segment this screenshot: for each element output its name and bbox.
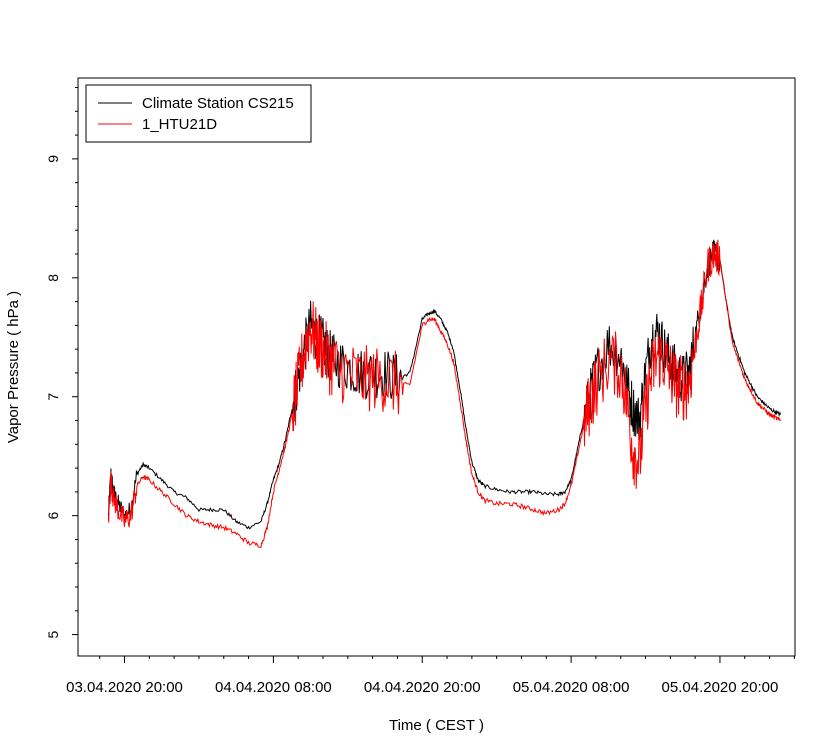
legend: Climate Station CS215 1_HTU21D (85, 84, 312, 143)
legend-box (85, 84, 312, 143)
x-tick-label: 05.04.2020 08:00 (513, 679, 630, 696)
legend-label: 1_HTU21D (142, 116, 217, 133)
x-axis-title: Time ( CEST ) (389, 717, 484, 734)
series-layer (107, 239, 782, 549)
x-tick-label: 05.04.2020 20:00 (662, 679, 779, 696)
y-tick-label: 6 (45, 512, 61, 520)
plot-frame (77, 77, 796, 657)
y-axis-title: Vapor Pressure ( hPa ) (5, 291, 22, 443)
legend-label: Climate Station CS215 (142, 95, 294, 112)
y-tick-label: 7 (45, 393, 61, 401)
series-line-2 (107, 239, 782, 549)
series-line-1 (107, 239, 782, 530)
y-axis: 5 6 7 8 9 (45, 87, 78, 638)
y-tick-label: 9 (45, 155, 61, 163)
x-tick-label: 04.04.2020 20:00 (364, 679, 481, 696)
y-tick-label: 5 (45, 630, 61, 638)
x-tick-label: 03.04.2020 20:00 (66, 679, 183, 696)
x-tick-label: 04.04.2020 08:00 (215, 679, 332, 696)
x-axis: 03.04.2020 20:00 04.04.2020 08:00 04.04.20… (66, 656, 795, 696)
y-tick-label: 8 (45, 274, 61, 282)
